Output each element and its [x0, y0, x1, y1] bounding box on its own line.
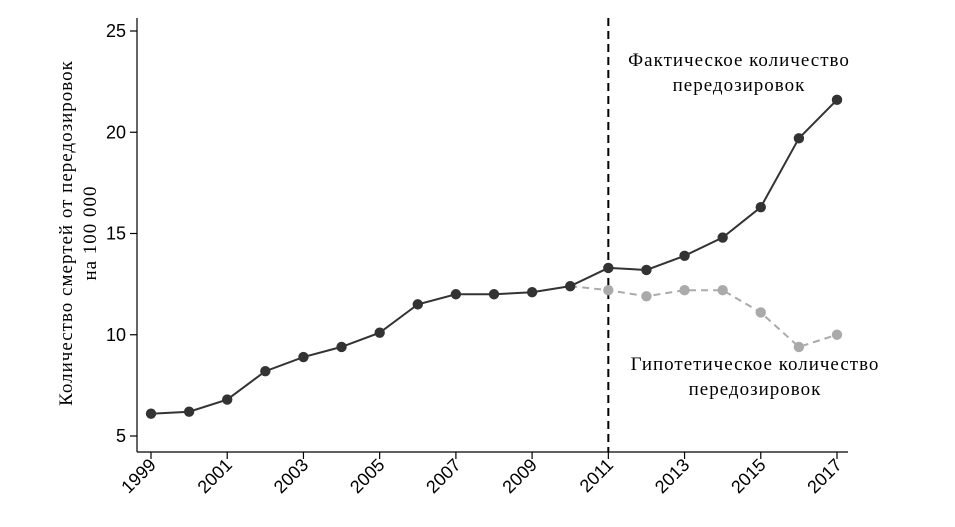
x-tick-label: 2011 [576, 455, 618, 497]
series-actual-point [565, 280, 576, 292]
x-axis: 1999 2001 2003 2005 2007 2009 2011 2013 2015 2017 [117, 451, 848, 497]
y-tick-label: 20 [106, 122, 126, 142]
annotation-hypothetical-line-2: передозировок [689, 379, 822, 400]
y-tick-label: 15 [106, 224, 126, 244]
series-actual [145, 94, 843, 419]
series-actual-point [526, 287, 538, 298]
series-hypothetical [565, 280, 843, 353]
series-hypothetical-point [831, 329, 843, 340]
x-tick-label: 2001 [194, 455, 236, 497]
series-actual-point [831, 94, 843, 106]
x-tick-label: 1999 [117, 455, 159, 497]
series-hypothetical-point [755, 307, 766, 318]
series-actual-point [450, 289, 462, 300]
annotation-hypothetical-line-1: Гипотетическое количество [631, 354, 880, 375]
series-actual-point [679, 250, 690, 261]
annotation-actual-line-1: Фактическое количество [628, 50, 850, 71]
series-actual-point [222, 394, 233, 405]
x-tick-label: 2005 [346, 455, 388, 497]
series-actual-point [145, 408, 157, 419]
annotation-actual-line-2: передозировок [673, 75, 806, 96]
x-tick-label: 2003 [270, 455, 312, 497]
series-hypothetical-point [679, 285, 690, 296]
series-hypothetical-line [570, 285, 838, 349]
series-hypothetical-point [717, 285, 728, 296]
series-actual-point [641, 264, 652, 276]
y-axis-label-line-2: на 100 000 [80, 185, 101, 280]
y-axis-label-line-1: Количество смертей от передозировок [56, 60, 77, 406]
series-actual-point [183, 406, 195, 417]
series-actual-point [793, 133, 805, 144]
x-tick-label: 2009 [498, 455, 540, 497]
y-axis: 5 10 15 20 25 [106, 18, 138, 452]
series-actual-point [717, 232, 728, 243]
series-hypothetical-point [641, 291, 652, 302]
series-actual-point [603, 262, 614, 274]
series-actual-point [374, 327, 385, 338]
series-hypothetical-point [603, 285, 614, 296]
series-layer [145, 94, 843, 419]
y-tick-label: 25 [106, 21, 126, 41]
series-hypothetical-point [793, 341, 805, 353]
y-tick-label: 5 [116, 426, 126, 446]
x-tick-label: 2015 [727, 455, 769, 497]
series-actual-point [755, 201, 766, 213]
x-tick-label: 2017 [803, 455, 845, 497]
series-actual-point [488, 289, 500, 300]
x-tick-label: 2013 [651, 455, 693, 497]
series-actual-point [336, 341, 347, 353]
y-tick-label: 10 [106, 325, 126, 345]
series-actual-point [260, 366, 271, 377]
x-tick-label: 2007 [422, 455, 464, 497]
series-actual-point [298, 351, 309, 363]
series-actual-point [412, 299, 423, 310]
